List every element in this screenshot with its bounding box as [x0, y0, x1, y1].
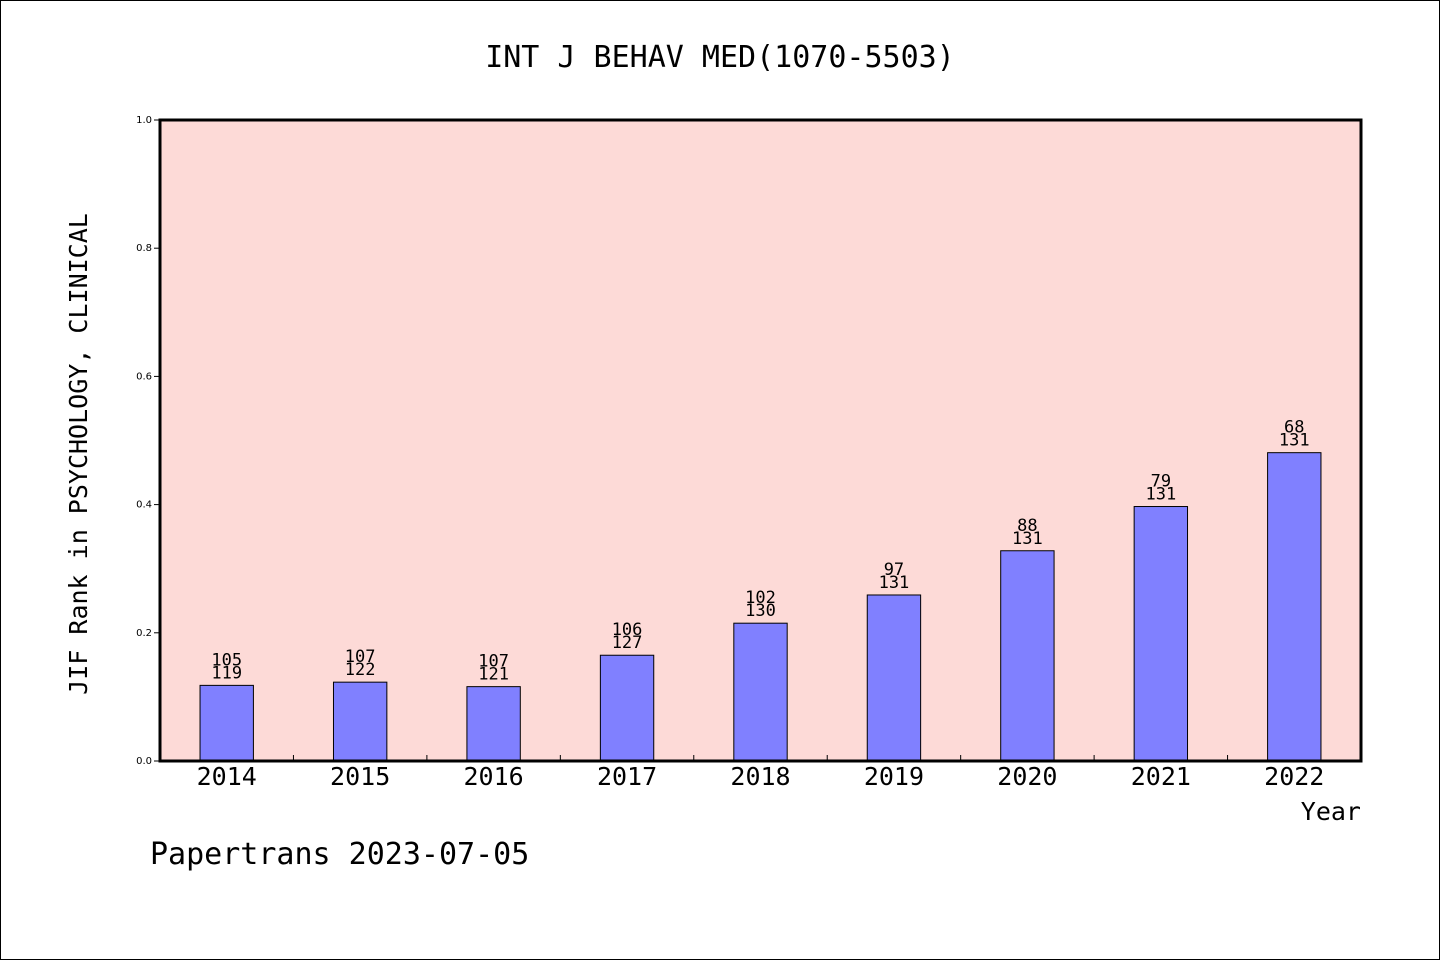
bar-total-label: 121	[478, 665, 509, 685]
bar-2017	[599, 654, 655, 762]
y-tick-label: 0.8	[136, 243, 152, 254]
y-tick-label: 1.0	[136, 115, 152, 126]
y-axis: 0.0 0.2 0.4 0.6 0.8 1.0	[136, 115, 160, 767]
x-tick-label: 2017	[597, 762, 657, 791]
bar-2021	[1133, 506, 1189, 762]
bar-2016	[466, 686, 521, 762]
bar-rank-label: 106	[612, 620, 643, 640]
bar-2014	[199, 684, 254, 762]
y-tick-label: 0.0	[136, 756, 152, 767]
y-axis-label: JIF Rank in PSYCHOLOGY, CLINICAL	[64, 213, 93, 695]
bar-2019	[866, 594, 922, 762]
x-tick-label: 2015	[330, 762, 390, 791]
bar-total-label: 127	[612, 633, 643, 653]
bar-total-label: 119	[211, 663, 242, 683]
x-tick-label: 2014	[197, 762, 257, 791]
x-tick-label: 2019	[864, 762, 924, 791]
x-tick-label: 2021	[1131, 762, 1191, 791]
bar-2015	[332, 681, 388, 762]
bar-2018	[733, 622, 788, 762]
y-tick-label: 0.4	[136, 500, 152, 511]
bar-rank-label: 79	[1151, 472, 1171, 492]
x-tick-label: 2020	[997, 762, 1057, 791]
bar-rank-label: 97	[884, 560, 904, 580]
bar-rank-label: 107	[478, 652, 509, 672]
x-tick-label: 2016	[464, 762, 524, 791]
bar-rank-label: 68	[1284, 418, 1304, 438]
bar-rank-label: 88	[1017, 516, 1037, 536]
bar-total-label: 131	[879, 573, 910, 593]
bar-total-label: 130	[745, 601, 776, 621]
x-tick-label: 2022	[1264, 762, 1324, 791]
y-tick-label: 0.2	[136, 628, 152, 639]
watermark: Papertrans 2023-07-05	[150, 837, 529, 872]
x-tick-label: 2018	[730, 762, 790, 791]
bar-total-label: 131	[1012, 529, 1043, 549]
bar-2022	[1267, 452, 1322, 762]
y-tick-label: 0.6	[136, 371, 152, 382]
bar-total-label: 131	[1279, 431, 1310, 451]
bar-rank-label: 105	[211, 650, 242, 670]
plot-border	[158, 118, 1363, 763]
bar-total-label: 122	[345, 660, 376, 680]
bar-2020	[1000, 550, 1055, 762]
chart-title: INT J BEHAV MED(1070-5503)	[485, 40, 955, 75]
bar-total-label: 131	[1145, 485, 1176, 505]
x-axis: 2014 2015 2016 2017 2018 2019 2020 2021 2022	[197, 755, 1324, 791]
bars-group	[199, 452, 1322, 762]
bar-rank-label: 107	[345, 647, 376, 667]
x-axis-label: Year	[1301, 797, 1361, 826]
bar-rank-label: 102	[745, 588, 776, 608]
